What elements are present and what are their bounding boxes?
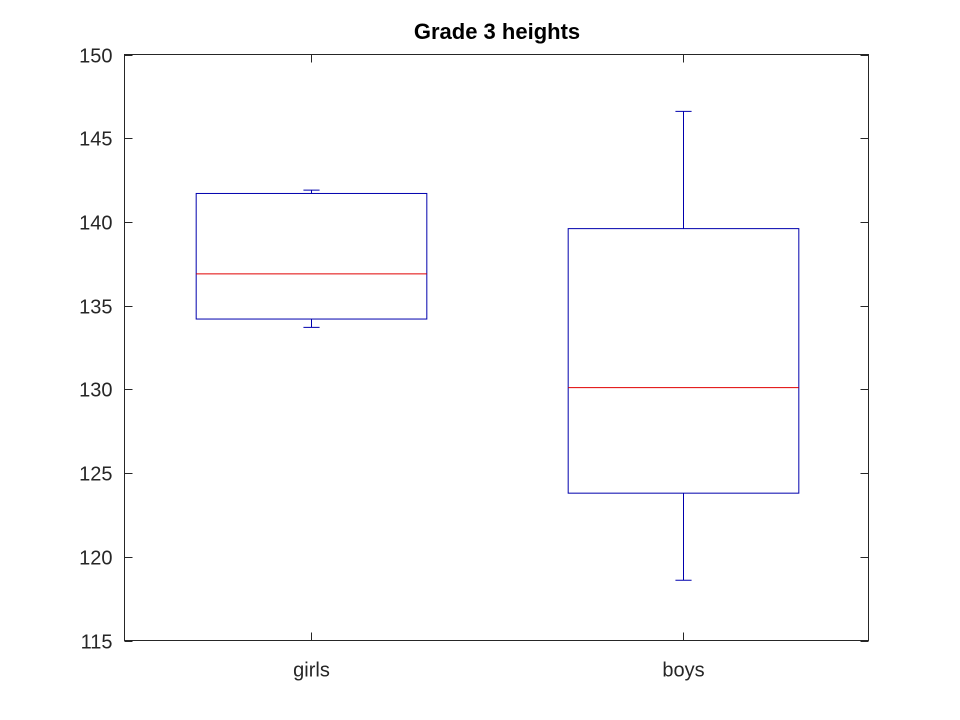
y-tick-label-135: 135 [79,297,112,319]
axes-frame [124,54,869,641]
chart-title: Grade 3 heights [414,19,580,44]
y-tick-label-140: 140 [79,213,112,235]
x-axis: girls boys [293,54,705,682]
iqr-box-boys [567,228,800,494]
y-tick-label-125: 125 [79,464,112,486]
y-tick-label-130: 130 [79,380,112,402]
iqr-box-girls [195,192,428,320]
y-tick-label-150: 150 [79,46,112,68]
box-boys [567,110,800,581]
y-tick-label-115: 115 [81,632,113,654]
box-girls [195,189,428,328]
y-axis: 115 120 125 130 135 140 145 150 [79,46,869,654]
x-tick-label-girls: girls [293,660,330,682]
x-tick-label-boys: boys [662,660,704,682]
plot-area [124,54,869,641]
box-series [195,110,800,581]
y-tick-label-145: 145 [79,129,112,151]
y-tick-label-120: 120 [79,548,112,570]
